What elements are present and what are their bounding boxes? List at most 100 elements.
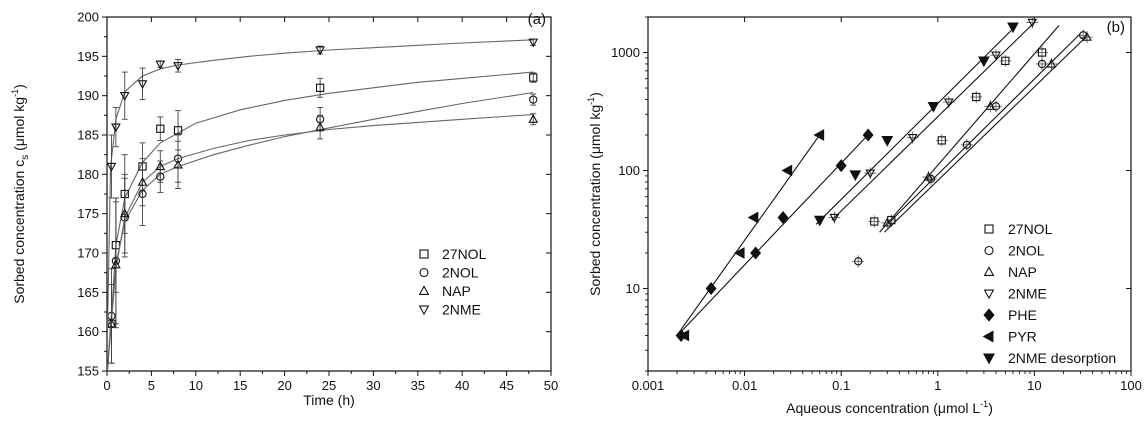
x-tick-label: 35 — [411, 378, 425, 393]
series-27NOL — [868, 24, 1060, 233]
data-point-NAP — [882, 217, 893, 227]
data-point-2NME desorption — [927, 101, 940, 113]
data-point-27NOL — [972, 92, 981, 102]
data-point-2NME — [907, 134, 918, 143]
data-point-2NME — [315, 46, 326, 56]
x-tick-label: 45 — [499, 378, 513, 393]
data-point-NAP — [985, 101, 996, 110]
legend-marker-2NME desorption — [983, 353, 995, 365]
legend-label-PHE: PHE — [1008, 307, 1037, 323]
panel-b: 0.001 0.01 0.1 1 10 100 10 100 1000 Aqueous conce… — [586, 16, 1142, 416]
panel-a: 0 5 10 15 20 25 30 35 40 45 50 155 160 165 170 175 180 18… — [10, 10, 558, 409]
data-point-NAP — [119, 208, 130, 218]
x-tick-label: 0 — [103, 378, 110, 393]
x-tick-label: 0.1 — [832, 378, 850, 393]
data-point-PHE — [777, 210, 789, 224]
y-tick-label: 200 — [77, 10, 99, 25]
x-tick-label: 5 — [148, 378, 155, 393]
data-point-NAP — [1046, 58, 1057, 68]
y-tick-label: 165 — [77, 285, 99, 300]
fit-line-NAP — [107, 113, 534, 371]
fit-line-27NOL — [107, 71, 534, 371]
data-point-2NME — [110, 123, 121, 133]
data-point-2NME — [943, 98, 954, 108]
legend-marker-2NME — [418, 305, 430, 316]
regression-line-NAP — [884, 35, 1088, 233]
series-NAP — [107, 113, 539, 371]
data-point-2NME — [119, 92, 130, 101]
data-point-2NME desorption — [849, 170, 862, 182]
data-point-27NOL — [870, 217, 879, 226]
data-point-NAP — [1082, 31, 1092, 41]
y-tick-label: 190 — [77, 88, 99, 103]
data-point-27NOL — [173, 126, 183, 135]
x-tick-label: 40 — [455, 378, 469, 393]
data-point-2NOL — [854, 257, 863, 266]
y-tick-label: 170 — [77, 246, 99, 261]
legend-marker-2NME — [983, 289, 995, 300]
legend-marker-2NOL — [419, 267, 429, 278]
y-tick-label: 160 — [77, 324, 99, 339]
data-point-2NOL — [529, 95, 538, 104]
series-2NME — [828, 17, 1039, 224]
legend-label-NAP: NAP — [442, 283, 471, 299]
data-point-NAP — [528, 113, 539, 123]
legend-marker-PHE — [983, 308, 995, 322]
data-point-27NOL — [315, 83, 325, 92]
data-point-2NME desorption — [1007, 22, 1019, 34]
series-PYR — [678, 129, 825, 342]
data-point-NAP — [137, 176, 148, 186]
data-point-2NOL — [926, 174, 936, 184]
series-PHE — [675, 128, 874, 342]
y-tick-label: 195 — [77, 49, 99, 64]
legend-label-2NME desorption: 2NME desorption — [1008, 350, 1116, 366]
y-tick-label: 175 — [77, 206, 99, 221]
legend-marker-NAP — [983, 266, 995, 276]
data-point-2NOL — [962, 140, 972, 150]
data-point-2NME — [1027, 18, 1038, 28]
data-point-NAP — [155, 161, 166, 171]
y-axis-label: Sorbed concentration cs (μmol kg-1) — [10, 84, 31, 304]
regression-line-2NME desorption — [815, 24, 1017, 225]
data-point-2NME desorption — [813, 215, 826, 227]
series-2NOL — [107, 91, 538, 371]
data-point-PHE — [705, 282, 717, 296]
regression-line-2NME — [831, 22, 1035, 221]
data-point-NAP — [173, 159, 183, 169]
data-point-27NOL — [529, 73, 538, 82]
x-axis-label: Time (h) — [303, 392, 355, 408]
data-point-2NME — [137, 80, 148, 90]
x-tick-label: 15 — [233, 378, 247, 393]
regression-line-27NOL — [879, 24, 1060, 233]
data-point-NAP — [923, 171, 934, 181]
fit-line-2NME — [107, 39, 534, 332]
x-tick-label: 10 — [1027, 378, 1041, 393]
data-point-PYR — [733, 247, 745, 259]
series-2NME desorption — [813, 22, 1019, 227]
regression-line-PYR — [680, 129, 824, 330]
data-point-2NME — [173, 62, 183, 72]
x-tick-label: 20 — [277, 378, 291, 393]
data-point-2NME — [991, 51, 1001, 61]
x-tick-label: 0.01 — [732, 378, 757, 393]
y-tick-label: 100 — [618, 163, 640, 178]
series-NAP — [881, 31, 1093, 233]
panel-label-a: (a) — [528, 11, 546, 28]
data-point-NAP — [315, 121, 326, 131]
x-tick-label: 30 — [366, 378, 380, 393]
panel-a-frame — [106, 16, 552, 372]
data-point-2NME — [155, 60, 166, 70]
x-tick-label: 1 — [934, 378, 941, 393]
legend-label-PYR: PYR — [1008, 329, 1037, 345]
legend-marker-PYR — [982, 330, 994, 343]
legend-label-2NME: 2NME — [442, 302, 481, 318]
data-point-2NME desorption — [978, 56, 990, 68]
x-tick-label: 25 — [322, 378, 336, 393]
legend-label-27NOL: 27NOL — [1008, 221, 1053, 237]
data-point-27NOL — [156, 124, 165, 133]
y-tick-label: 1000 — [611, 45, 640, 60]
x-tick-label: 0.001 — [632, 378, 665, 393]
legend-marker-NAP — [418, 285, 430, 295]
